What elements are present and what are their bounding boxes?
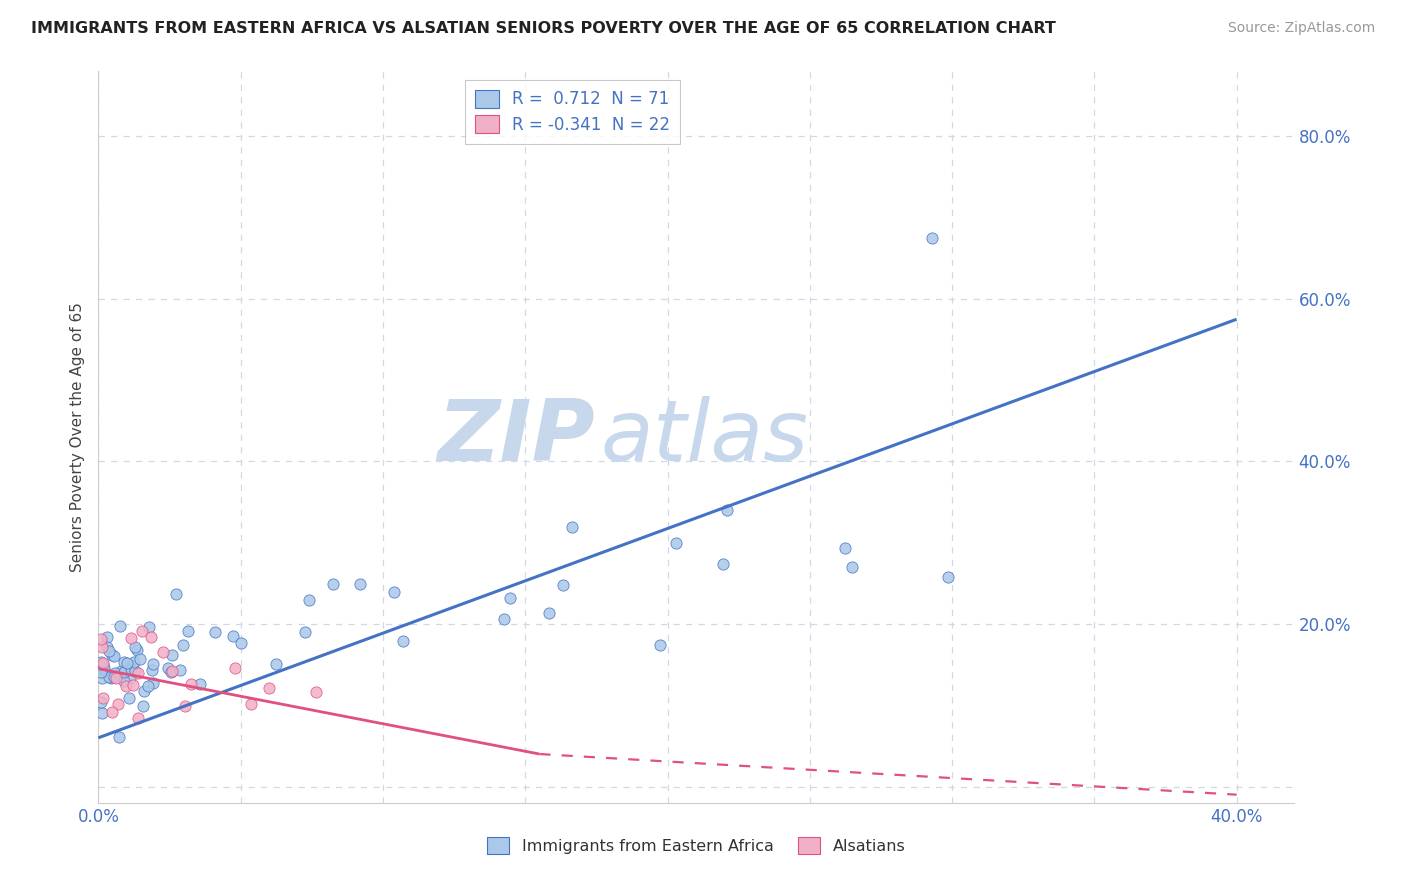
Point (169, 663, 191, 677)
Point (160, 665, 183, 680)
Point (349, 576, 371, 591)
Point (141, 664, 163, 678)
Point (120, 671, 142, 685)
Point (538, 606, 561, 620)
Point (90, 632, 112, 647)
Point (177, 624, 200, 638)
Point (91, 691, 114, 706)
Point (132, 698, 155, 713)
Point (93, 663, 115, 677)
Point (561, 519, 583, 533)
Point (304, 685, 326, 699)
Point (120, 631, 142, 645)
Point (188, 677, 211, 691)
Point (122, 655, 145, 669)
Point (121, 678, 143, 692)
Point (841, 559, 863, 574)
Point (110, 619, 132, 633)
Point (257, 681, 280, 695)
Point (204, 624, 226, 639)
Point (121, 658, 143, 673)
Point (172, 638, 194, 652)
Point (222, 629, 245, 643)
Point (716, 503, 738, 517)
Point (138, 619, 160, 633)
Point (152, 645, 174, 659)
Point (115, 657, 138, 671)
Point (298, 592, 321, 607)
Point (90, 665, 112, 679)
Text: atlas: atlas (600, 395, 808, 479)
Point (142, 675, 165, 690)
Point (107, 697, 129, 711)
Point (104, 666, 127, 681)
Point (112, 655, 135, 669)
Point (90, 696, 112, 710)
Point (165, 587, 187, 601)
Point (160, 648, 183, 662)
Point (711, 558, 734, 572)
Point (90, 671, 112, 685)
Point (921, 231, 943, 245)
Point (105, 671, 128, 685)
Point (231, 635, 253, 649)
Point (124, 640, 146, 655)
Point (97, 670, 120, 684)
Legend: Immigrants from Eastern Africa, Alsatians: Immigrants from Eastern Africa, Alsatian… (481, 830, 911, 861)
Point (101, 705, 124, 719)
Point (124, 664, 146, 678)
Point (382, 585, 405, 599)
Point (120, 662, 142, 676)
Point (100, 672, 122, 686)
Point (91, 640, 114, 655)
Point (139, 630, 162, 644)
Point (91, 657, 114, 672)
Point (551, 578, 574, 592)
Point (492, 612, 515, 626)
Point (90, 655, 112, 669)
Text: ZIP: ZIP (437, 395, 595, 479)
Point (498, 591, 520, 606)
Point (173, 698, 195, 713)
Point (101, 648, 124, 662)
Point (239, 698, 262, 712)
Point (127, 643, 149, 657)
Point (91, 706, 114, 720)
Point (127, 665, 149, 680)
Y-axis label: Seniors Poverty Over the Age of 65: Seniors Poverty Over the Age of 65 (70, 302, 86, 572)
Point (98, 644, 121, 658)
Point (131, 624, 153, 638)
Point (112, 673, 135, 688)
Point (132, 684, 155, 698)
Point (108, 730, 131, 744)
Text: Source: ZipAtlas.com: Source: ZipAtlas.com (1227, 21, 1375, 35)
Point (834, 541, 856, 555)
Point (114, 679, 136, 693)
Point (142, 657, 165, 671)
Point (91, 657, 114, 671)
Point (294, 624, 316, 639)
Point (392, 633, 415, 648)
Point (103, 670, 125, 684)
Point (665, 536, 688, 550)
Point (127, 711, 149, 725)
Point (103, 648, 125, 663)
Point (650, 639, 672, 653)
Point (96, 631, 118, 645)
Point (264, 657, 287, 672)
Point (118, 691, 141, 706)
Point (112, 665, 135, 680)
Point (180, 677, 202, 691)
Point (136, 679, 159, 693)
Point (96, 640, 118, 654)
Point (129, 652, 152, 666)
Text: IMMIGRANTS FROM EASTERN AFRICA VS ALSATIAN SENIORS POVERTY OVER THE AGE OF 65 CO: IMMIGRANTS FROM EASTERN AFRICA VS ALSATI… (31, 21, 1056, 36)
Point (224, 661, 246, 675)
Point (322, 577, 344, 591)
Point (156, 661, 179, 675)
Point (160, 664, 183, 678)
Point (93, 661, 115, 675)
Point (936, 569, 959, 583)
Point (110, 664, 132, 678)
